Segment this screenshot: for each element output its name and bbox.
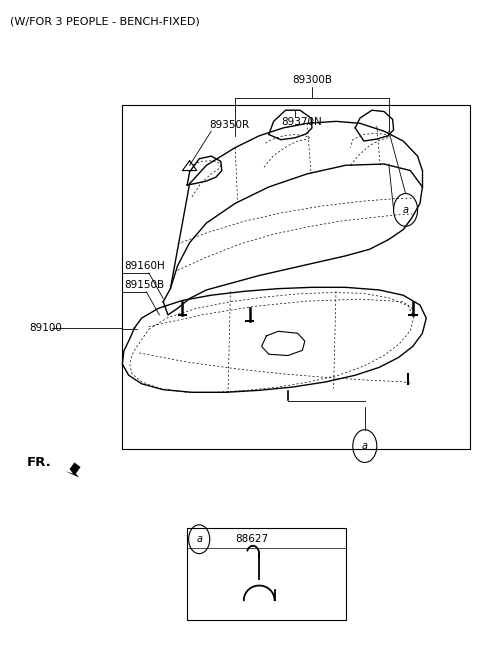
Text: 89350R: 89350R (209, 120, 249, 130)
Text: 89370N: 89370N (281, 117, 322, 127)
Text: a: a (403, 205, 408, 215)
Bar (187, 528, 346, 620)
Bar (122, 105, 470, 449)
Text: 89100: 89100 (29, 323, 61, 333)
Text: a: a (362, 441, 368, 451)
Text: FR.: FR. (26, 456, 51, 469)
Text: (W/FOR 3 PEOPLE - BENCH-FIXED): (W/FOR 3 PEOPLE - BENCH-FIXED) (10, 16, 199, 26)
Text: a: a (196, 534, 202, 544)
Polygon shape (65, 462, 81, 478)
Text: 89300B: 89300B (292, 75, 332, 85)
Text: 89150B: 89150B (124, 280, 164, 290)
Text: 88627: 88627 (235, 534, 268, 544)
Text: 89160H: 89160H (124, 261, 165, 271)
